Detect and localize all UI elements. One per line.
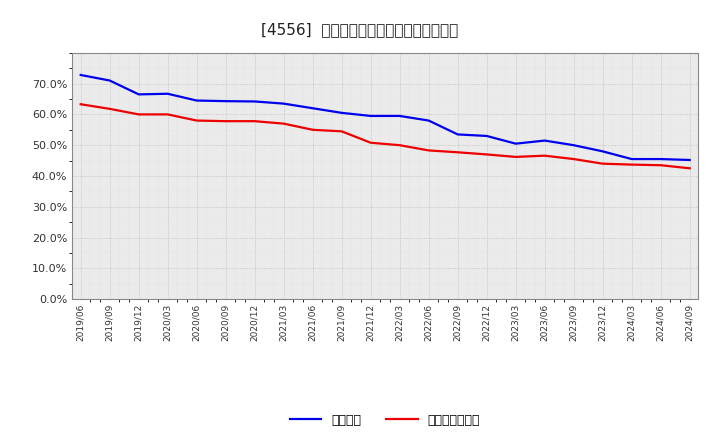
固定比率	[163, 91, 172, 96]
固定長期適合率	[251, 118, 259, 124]
固定比率	[685, 158, 694, 163]
固定比率	[338, 110, 346, 116]
固定比率	[251, 99, 259, 104]
Legend: 固定比率, 固定長期適合率: 固定比率, 固定長期適合率	[285, 409, 485, 432]
固定比率	[454, 132, 462, 137]
固定長期適合率	[105, 106, 114, 111]
Line: 固定比率: 固定比率	[81, 75, 690, 160]
固定比率	[308, 106, 317, 111]
固定比率	[105, 78, 114, 83]
固定比率	[482, 133, 491, 139]
固定長期適合率	[424, 148, 433, 153]
固定長期適合率	[627, 162, 636, 167]
固定比率	[424, 118, 433, 123]
固定比率	[279, 101, 288, 106]
固定長期適合率	[685, 165, 694, 171]
固定長期適合率	[570, 156, 578, 161]
固定比率	[221, 99, 230, 104]
固定比率	[598, 149, 607, 154]
固定長期適合率	[308, 127, 317, 132]
固定比率	[192, 98, 201, 103]
固定長期適合率	[135, 112, 143, 117]
固定長期適合率	[657, 163, 665, 168]
固定比率	[541, 138, 549, 143]
固定比率	[366, 114, 375, 119]
固定長期適合率	[454, 150, 462, 155]
固定長期適合率	[338, 128, 346, 134]
固定比率	[627, 156, 636, 161]
固定長期適合率	[221, 118, 230, 124]
固定比率	[511, 141, 520, 146]
固定比率	[395, 114, 404, 119]
固定長期適合率	[366, 140, 375, 145]
固定長期適合率	[598, 161, 607, 166]
固定比率	[657, 156, 665, 161]
固定長期適合率	[482, 152, 491, 157]
固定長期適合率	[511, 154, 520, 160]
Line: 固定長期適合率: 固定長期適合率	[81, 104, 690, 168]
固定長期適合率	[192, 118, 201, 123]
Text: [4556]  固定比率、固定長期適合率の推移: [4556] 固定比率、固定長期適合率の推移	[261, 22, 459, 37]
固定比率	[76, 72, 85, 77]
固定長期適合率	[76, 102, 85, 107]
固定比率	[570, 143, 578, 148]
固定長期適合率	[279, 121, 288, 126]
固定長期適合率	[541, 153, 549, 158]
固定長期適合率	[163, 112, 172, 117]
固定比率	[135, 92, 143, 97]
固定長期適合率	[395, 143, 404, 148]
